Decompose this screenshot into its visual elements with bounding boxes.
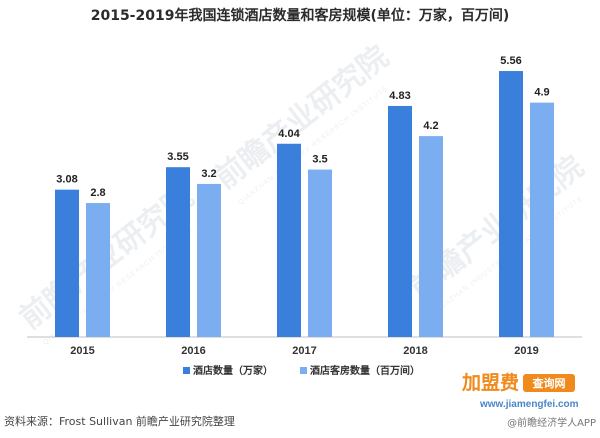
brand-app: @前瞻经济学人APP: [507, 416, 596, 429]
legend: 酒店数量（万家） 酒店客房数量（百万间）: [183, 364, 420, 377]
brand-url: www.jiamengfei.com: [479, 399, 579, 410]
data-label-rooms-2018: 4.2: [423, 120, 438, 132]
brand-name: 加盟费: [461, 372, 519, 394]
brand-logo: 加盟费 查询网 www.jiamengfei.com @前瞻经济学人APP: [461, 372, 596, 429]
legend-swatch-hotels: [183, 367, 190, 374]
watermark-text-1: 前瞻产业研究院: [208, 39, 395, 196]
data-label-rooms-2019: 4.9: [534, 87, 549, 99]
x-tick-2015: 2015: [70, 345, 94, 357]
data-label-hotels-2016: 3.55: [167, 151, 188, 163]
brand-badge: 查询网: [533, 376, 566, 390]
x-tick-2017: 2017: [292, 345, 316, 357]
plot-area: 3.08 2.8 2015 3.55 3.2 2016 4.04 3.5 2017 4.83 4.2…: [27, 55, 582, 357]
data-label-hotels-2019: 5.56: [500, 55, 521, 67]
bar-hotels-2015: [55, 189, 79, 337]
data-label-rooms-2017: 3.5: [312, 154, 327, 166]
bar-hotels-2017: [277, 143, 301, 337]
bar-rooms-2017: [308, 169, 332, 337]
legend-label-rooms: 酒店客房数量（百万间）: [310, 364, 420, 377]
x-tick-2016: 2016: [181, 345, 205, 357]
legend-swatch-rooms: [300, 367, 307, 374]
x-tick-2019: 2019: [514, 345, 538, 357]
bar-rooms-2016: [197, 183, 221, 337]
legend-label-hotels: 酒店数量（万家）: [193, 364, 273, 377]
bar-hotels-2018: [388, 105, 412, 337]
bar-hotels-2016: [166, 167, 190, 337]
chart-title: 2015-2019年我国连锁酒店数量和客房规模(单位：万家，百万间): [91, 7, 510, 24]
bar-hotels-2019: [499, 71, 523, 338]
brand-badge-bg: [523, 374, 575, 392]
bar-rooms-2015: [86, 203, 110, 337]
x-tick-2018: 2018: [403, 345, 427, 357]
bar-rooms-2018: [419, 136, 443, 337]
source-note: 资料来源：Frost Sullivan 前瞻产业研究院整理: [4, 414, 235, 428]
data-label-hotels-2017: 4.04: [278, 128, 300, 140]
data-label-rooms-2016: 3.2: [201, 168, 216, 180]
data-label-hotels-2015: 3.08: [56, 174, 77, 186]
data-label-hotels-2018: 4.83: [389, 90, 410, 102]
bar-rooms-2019: [530, 102, 554, 337]
data-label-rooms-2015: 2.8: [90, 187, 105, 199]
